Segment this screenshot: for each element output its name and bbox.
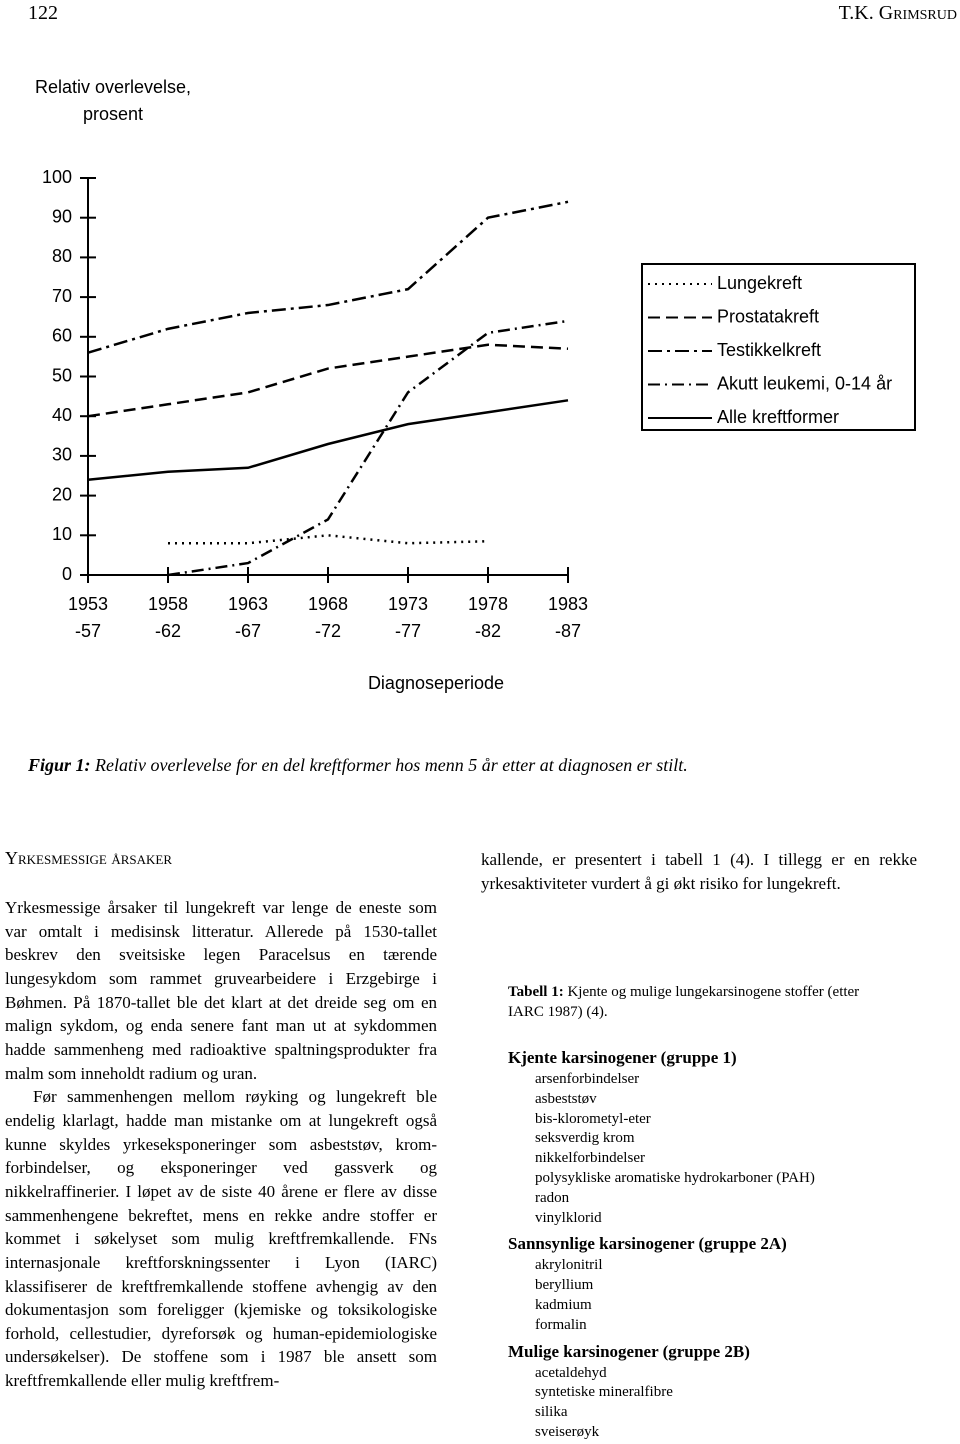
x-tick-label: 1983 xyxy=(548,594,588,614)
caption-text: Relativ overlevelse for en del kreftform… xyxy=(95,755,688,775)
x-tick-label: -57 xyxy=(75,621,101,641)
table: Kjente karsinogener (gruppe 1) arsenforbi… xyxy=(508,1042,928,1443)
series-line xyxy=(167,319,569,577)
y-axis-title: Relativ overlevelse, xyxy=(35,77,191,97)
legend-label: Alle kreftformer xyxy=(717,407,839,427)
paragraph: Yrkesmessige årsaker til lungekreft var … xyxy=(5,898,437,1083)
x-tick-label: -82 xyxy=(475,621,501,641)
group-item: syntetiske mineralfibre xyxy=(535,1384,673,1401)
group-item: beryllium xyxy=(535,1277,594,1294)
group-item: nikkelforbindelser xyxy=(535,1150,645,1167)
table-label: Tabell 1: xyxy=(508,984,564,1000)
running-head: T.K. Grimsrud xyxy=(838,2,957,24)
table-caption: Tabell 1: Kjente og mulige lungekarsinog… xyxy=(508,982,898,1022)
y-tick-label: 100 xyxy=(42,167,72,187)
y-tick-label: 10 xyxy=(52,524,72,544)
legend-label: Lungekreft xyxy=(717,273,802,293)
y-tick-label: 50 xyxy=(52,365,72,385)
x-tick-label: -62 xyxy=(155,621,181,641)
group-item: kadmium xyxy=(535,1296,592,1313)
group-heading: Mulige karsinogener (gruppe 2B) xyxy=(508,1341,750,1361)
group-item: bis-klorometyl-eter xyxy=(535,1110,651,1127)
paragraph: Før sammenhengen mellom røyking og lunge… xyxy=(5,1087,437,1391)
x-tick-label: 1953 xyxy=(68,594,108,614)
paragraph: kallende, er presentert i tabell 1 (4). … xyxy=(481,850,917,893)
group-item: acetaldehyd xyxy=(535,1364,607,1381)
y-tick-label: 80 xyxy=(52,246,72,266)
y-tick-label: 30 xyxy=(52,445,72,465)
x-tick-label: -77 xyxy=(395,621,421,641)
series-line xyxy=(87,343,569,418)
right-column: kallende, er presentert i tabell 1 (4). … xyxy=(481,848,917,895)
group-item: vinylklorid xyxy=(535,1209,602,1226)
y-tick-label: 70 xyxy=(52,286,72,306)
y-tick-label: 90 xyxy=(52,206,72,226)
left-column: Yrkesmessige årsaker til lungekreft var … xyxy=(5,896,437,1393)
series-line xyxy=(87,200,569,354)
y-tick-label: 40 xyxy=(52,405,72,425)
group-item: polysykliske aromatiske hydrokarboner (P… xyxy=(535,1169,815,1186)
section-heading: Yrkesmessige årsaker xyxy=(5,848,173,868)
x-tick-label: 1963 xyxy=(228,594,268,614)
group-heading: Kjente karsinogener (gruppe 1) xyxy=(508,1048,737,1067)
legend-label: Prostatakreft xyxy=(717,306,819,326)
group-heading: Sannsynlige karsinogener (gruppe 2A) xyxy=(508,1234,787,1254)
x-tick-label: -72 xyxy=(315,621,341,641)
group-item: silika xyxy=(535,1404,568,1421)
legend-label: Akutt leukemi, 0-14 år xyxy=(717,373,892,393)
series-line xyxy=(168,534,489,545)
group-item: seksverdig krom xyxy=(535,1130,635,1147)
group-item: asbeststøv xyxy=(535,1090,597,1107)
x-tick-label: 1968 xyxy=(308,594,348,614)
x-axis-title: Diagnoseperiode xyxy=(368,673,504,693)
page-number: 122 xyxy=(28,2,58,24)
y-tick-label: 0 xyxy=(62,564,72,584)
series-line xyxy=(87,399,569,481)
y-tick-label: 20 xyxy=(52,484,72,504)
group-item: akrylonitril xyxy=(535,1257,603,1274)
y-axis-title: prosent xyxy=(83,104,143,124)
x-tick-label: 1958 xyxy=(148,594,188,614)
x-tick-label: 1973 xyxy=(388,594,428,614)
table-title: Kjente og mulige lungekarsinogene stoffe… xyxy=(508,984,860,1020)
caption-label: Figur 1: xyxy=(28,755,91,775)
group-item: formalin xyxy=(535,1316,587,1333)
figure-caption: Figur 1: Relativ overlevelse for en del … xyxy=(28,755,688,776)
legend-label: Testikkelkreft xyxy=(717,340,821,360)
group-item: sveiserøyk xyxy=(535,1423,600,1440)
chart: Relativ overlevelse, prosent 0 10 20 30 40 50 60… xyxy=(35,77,916,693)
y-tick-label: 60 xyxy=(52,326,72,346)
x-tick-label: 1978 xyxy=(468,594,508,614)
group-item: arsenforbindelser xyxy=(535,1071,640,1087)
legend-box xyxy=(641,263,916,431)
group-item: radon xyxy=(535,1189,570,1206)
x-tick-label: -67 xyxy=(235,621,261,641)
x-tick-label: -87 xyxy=(555,621,581,641)
